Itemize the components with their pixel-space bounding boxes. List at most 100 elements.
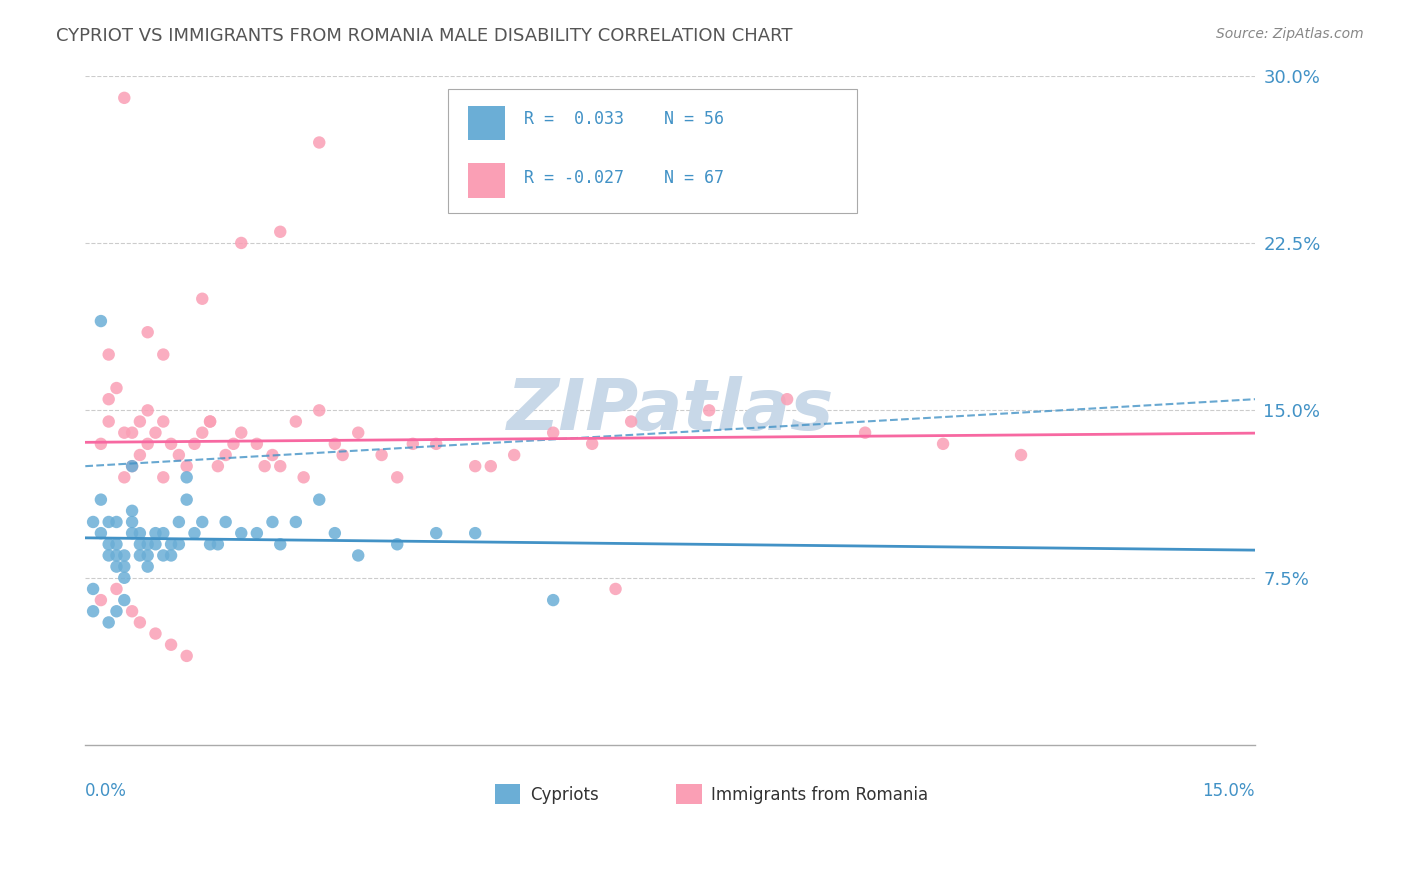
Point	[82, 515, 104, 529]
Point	[198, 415, 221, 429]
Point	[387, 537, 409, 551]
Text: CYPRIOT VS IMMIGRANTS FROM ROMANIA MALE DISABILITY CORRELATION CHART: CYPRIOT VS IMMIGRANTS FROM ROMANIA MALE …	[56, 27, 793, 45]
Point	[176, 459, 198, 474]
Point	[425, 437, 447, 451]
Point	[152, 526, 174, 541]
Point	[136, 537, 159, 551]
Point	[82, 604, 104, 618]
Bar	[468, 105, 505, 140]
Point	[167, 448, 190, 462]
Point	[198, 537, 221, 551]
Point	[90, 492, 112, 507]
Point	[128, 526, 150, 541]
Text: R = -0.027    N = 67: R = -0.027 N = 67	[524, 169, 724, 187]
Point	[605, 582, 627, 596]
Point	[191, 515, 214, 529]
Point	[160, 437, 183, 451]
Point	[269, 459, 291, 474]
Point	[253, 459, 276, 474]
Point	[90, 437, 112, 451]
Point	[145, 526, 167, 541]
Point	[128, 448, 150, 462]
Point	[222, 437, 245, 451]
Point	[152, 549, 174, 563]
Bar	[676, 784, 702, 804]
Point	[105, 515, 128, 529]
Text: R =  0.033    N = 56: R = 0.033 N = 56	[524, 110, 724, 128]
Point	[620, 415, 643, 429]
Point	[167, 515, 190, 529]
Point	[105, 381, 128, 395]
Point	[246, 526, 269, 541]
Point	[464, 526, 486, 541]
Point	[183, 526, 205, 541]
Point	[152, 347, 174, 361]
Point	[231, 526, 253, 541]
Point	[97, 537, 120, 551]
Point	[246, 437, 269, 451]
Point	[503, 448, 526, 462]
Point	[121, 604, 143, 618]
Point	[97, 515, 120, 529]
Point	[112, 470, 135, 484]
Point	[97, 549, 120, 563]
Point	[167, 537, 190, 551]
Point	[191, 425, 214, 440]
Point	[90, 314, 112, 328]
Point	[112, 571, 135, 585]
Point	[176, 648, 198, 663]
Point	[112, 91, 135, 105]
Point	[323, 526, 346, 541]
Point	[479, 459, 502, 474]
Point	[284, 415, 307, 429]
Point	[136, 437, 159, 451]
Text: 15.0%: 15.0%	[1202, 782, 1256, 800]
Point	[160, 638, 183, 652]
Point	[198, 415, 221, 429]
Point	[112, 593, 135, 607]
Point	[581, 437, 603, 451]
Point	[128, 415, 150, 429]
Point	[121, 526, 143, 541]
Point	[269, 537, 291, 551]
Point	[105, 582, 128, 596]
Point	[284, 515, 307, 529]
Point	[160, 537, 183, 551]
Bar	[468, 163, 505, 198]
Point	[160, 549, 183, 563]
Point	[541, 593, 564, 607]
Point	[136, 403, 159, 417]
Point	[207, 537, 229, 551]
Point	[136, 559, 159, 574]
Point	[128, 537, 150, 551]
Text: Cypriots: Cypriots	[530, 786, 599, 804]
Point	[90, 526, 112, 541]
Point	[464, 459, 486, 474]
Text: Immigrants from Romania: Immigrants from Romania	[711, 786, 928, 804]
Point	[183, 437, 205, 451]
Point	[541, 425, 564, 440]
Point	[1010, 448, 1032, 462]
Point	[292, 470, 315, 484]
Point	[112, 559, 135, 574]
Point	[191, 292, 214, 306]
Point	[90, 593, 112, 607]
Point	[176, 470, 198, 484]
Point	[387, 470, 409, 484]
Point	[332, 448, 354, 462]
Point	[105, 537, 128, 551]
Point	[347, 425, 370, 440]
Point	[308, 403, 330, 417]
Point	[121, 459, 143, 474]
Point	[308, 492, 330, 507]
Point	[697, 403, 720, 417]
Point	[97, 615, 120, 630]
Point	[121, 459, 143, 474]
Text: Source: ZipAtlas.com: Source: ZipAtlas.com	[1216, 27, 1364, 41]
Point	[262, 515, 284, 529]
Point	[128, 549, 150, 563]
Point	[425, 526, 447, 541]
Point	[347, 549, 370, 563]
Point	[97, 347, 120, 361]
Point	[97, 392, 120, 407]
